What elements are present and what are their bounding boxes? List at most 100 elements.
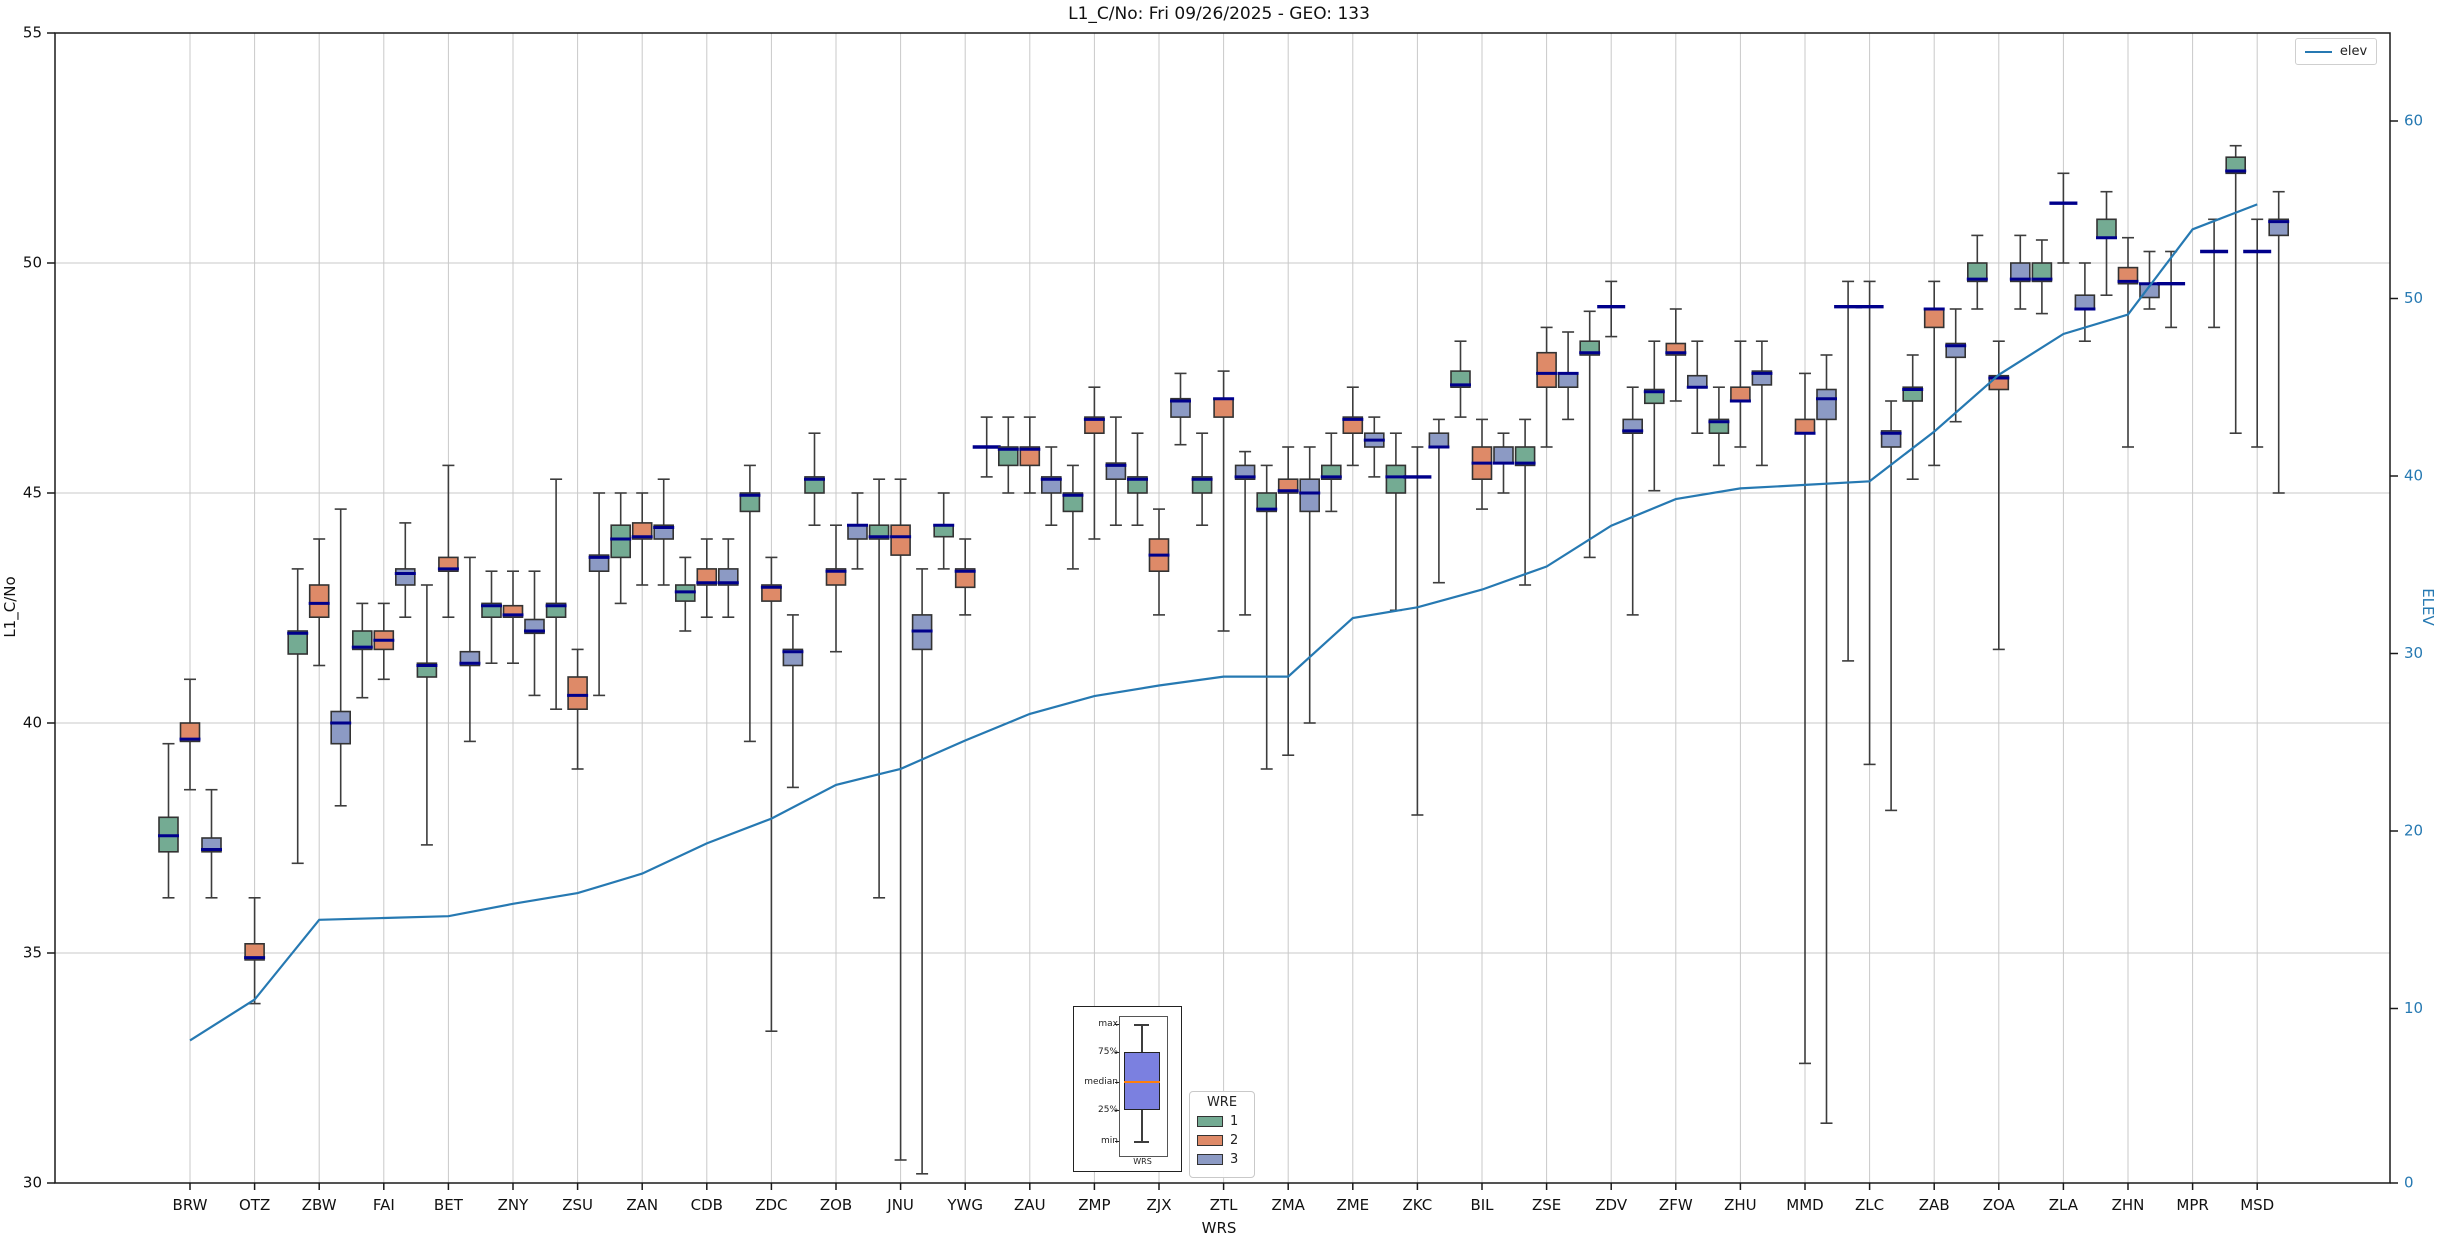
y-axis-label-right: ELEV bbox=[2419, 588, 2437, 626]
box-YWG-2 bbox=[954, 568, 976, 589]
box-ZSE-3 bbox=[1557, 372, 1579, 388]
x-tick-label-ZMP: ZMP bbox=[1078, 1196, 1110, 1214]
x-tick-label-YWG: YWG bbox=[946, 1196, 983, 1214]
x-tick-label-ZHU: ZHU bbox=[1724, 1196, 1757, 1214]
box-ZME-2 bbox=[1342, 416, 1364, 435]
y-tick-label-30: 30 bbox=[23, 1174, 42, 1192]
y-tick-label-35: 35 bbox=[23, 944, 42, 962]
box-ZNY-2 bbox=[502, 604, 524, 619]
box-ZFW-2 bbox=[1665, 342, 1687, 356]
box-ZAU-2 bbox=[1019, 446, 1041, 467]
wre-legend-item: 2 bbox=[1190, 1133, 1254, 1148]
inset-max-cap bbox=[1134, 1024, 1149, 1026]
wre-legend-item: 1 bbox=[1190, 1114, 1254, 1129]
y-tick-label-55: 55 bbox=[23, 24, 42, 42]
x-tick-label-ZAU: ZAU bbox=[1014, 1196, 1046, 1214]
x-tick-label-CDB: CDB bbox=[691, 1196, 723, 1214]
elev-legend-label: elev bbox=[2339, 44, 2368, 59]
x-tick-label-ZKC: ZKC bbox=[1403, 1196, 1433, 1214]
y-tick-label-50: 50 bbox=[23, 254, 42, 272]
box-ZDC-1 bbox=[739, 492, 761, 513]
box-ZOB-3 bbox=[847, 524, 868, 540]
box-ZTL-2 bbox=[1213, 397, 1234, 418]
elev-tick-label-40: 40 bbox=[2404, 467, 2423, 485]
box-ZDC-2 bbox=[761, 584, 782, 602]
box-ZKC-3 bbox=[1428, 432, 1450, 448]
box-JNU-2 bbox=[890, 524, 911, 556]
box-ZHU-2 bbox=[1730, 386, 1751, 402]
box-ZKC-1 bbox=[1385, 464, 1407, 494]
x-tick-label-ZSE: ZSE bbox=[1532, 1196, 1561, 1214]
box-ZFW-3 bbox=[1687, 374, 1708, 389]
box-ZSE-2 bbox=[1536, 351, 1557, 389]
box-ZTL-1 bbox=[1191, 476, 1213, 494]
x-tick-label-ZNY: ZNY bbox=[498, 1196, 529, 1214]
box-ZSE-1 bbox=[1514, 446, 1536, 467]
box-ZMA-3 bbox=[1299, 478, 1320, 513]
box-BRW-2 bbox=[179, 722, 201, 743]
wre-legend-item: 3 bbox=[1190, 1152, 1254, 1167]
x-tick-label-ZDC: ZDC bbox=[755, 1196, 787, 1214]
wre-1-label: 1 bbox=[1230, 1114, 1239, 1129]
x-tick-label-ZHN: ZHN bbox=[2112, 1196, 2145, 1214]
wre-2-swatch bbox=[1197, 1135, 1223, 1146]
wre-2-label: 2 bbox=[1230, 1133, 1239, 1148]
inset-min-label: min bbox=[1101, 1136, 1118, 1146]
box-ZSU-3 bbox=[588, 554, 610, 572]
box-MMD-3 bbox=[1816, 388, 1837, 421]
box-ZLA-3 bbox=[2074, 294, 2096, 310]
x-tick-label-ZBW: ZBW bbox=[302, 1196, 337, 1214]
inset-q1-label: 25% bbox=[1097, 1105, 1118, 1115]
inset-q3-label: 75% bbox=[1097, 1047, 1118, 1057]
box-ZOA-1 bbox=[1967, 262, 1988, 283]
elev-tick-label-30: 30 bbox=[2404, 644, 2423, 662]
box-BIL-3 bbox=[1493, 446, 1514, 464]
wre-legend: WRE 1 2 3 bbox=[1189, 1091, 1255, 1178]
box-ZOB-2 bbox=[825, 568, 847, 586]
box-ZOB-1 bbox=[804, 476, 825, 494]
box-ZBW-2 bbox=[308, 584, 330, 619]
box-BIL-1 bbox=[1450, 370, 1471, 389]
boxplot-anatomy-inset: max 75% median 25% min WRS bbox=[1073, 1006, 1182, 1172]
box-OTZ-2 bbox=[244, 942, 265, 961]
x-axis-label: WRS bbox=[1201, 1219, 1237, 1237]
elev-line bbox=[189, 203, 2258, 1042]
x-tick-label-JNU: JNU bbox=[886, 1196, 914, 1214]
box-ZAN-1 bbox=[610, 524, 632, 559]
x-tick-label-OTZ: OTZ bbox=[239, 1196, 270, 1214]
x-tick-label-ZDV: ZDV bbox=[1595, 1196, 1628, 1214]
elev-tick-label-50: 50 bbox=[2404, 289, 2423, 307]
y-axis-label-left: L1_C/No bbox=[1, 576, 19, 638]
x-tick-label-ZLA: ZLA bbox=[2049, 1196, 2079, 1214]
plot-frame bbox=[54, 32, 2391, 1184]
x-tick-label-MPR: MPR bbox=[2176, 1196, 2208, 1214]
elev-tick-label-20: 20 bbox=[2404, 822, 2423, 840]
inset-tick bbox=[1115, 1052, 1119, 1053]
inset-median-line bbox=[1124, 1080, 1160, 1083]
box-MSD-3 bbox=[2268, 218, 2289, 237]
elev-tick-label-60: 60 bbox=[2404, 112, 2423, 130]
elev-tick-label-0: 0 bbox=[2404, 1174, 2414, 1192]
wre-legend-title: WRE bbox=[1206, 1095, 1238, 1110]
box-ZAB-2 bbox=[1923, 308, 1945, 329]
elev-line-legend: elev bbox=[2295, 38, 2377, 65]
box-ZMP-3 bbox=[1105, 462, 1127, 481]
x-tick-label-ZTL: ZTL bbox=[1210, 1196, 1238, 1214]
x-tick-label-MMD: MMD bbox=[1786, 1196, 1823, 1214]
box-ZBW-1 bbox=[287, 630, 309, 655]
inset-median-label: median bbox=[1084, 1077, 1118, 1087]
inset-tick bbox=[1115, 1024, 1119, 1025]
box-CDB-2 bbox=[696, 568, 718, 586]
box-ZOA-3 bbox=[2010, 262, 2031, 283]
y-tick-label-40: 40 bbox=[23, 714, 42, 732]
y-tick-label-45: 45 bbox=[23, 484, 42, 502]
elev-line-swatch bbox=[2304, 50, 2332, 53]
x-tick-label-ZOA: ZOA bbox=[1983, 1196, 2016, 1214]
box-ZBW-3 bbox=[330, 710, 352, 745]
x-tick-label-ZAB: ZAB bbox=[1919, 1196, 1950, 1214]
x-tick-label-BET: BET bbox=[434, 1196, 464, 1214]
elev-tick-label-10: 10 bbox=[2404, 999, 2423, 1017]
wre-1-swatch bbox=[1197, 1116, 1223, 1127]
